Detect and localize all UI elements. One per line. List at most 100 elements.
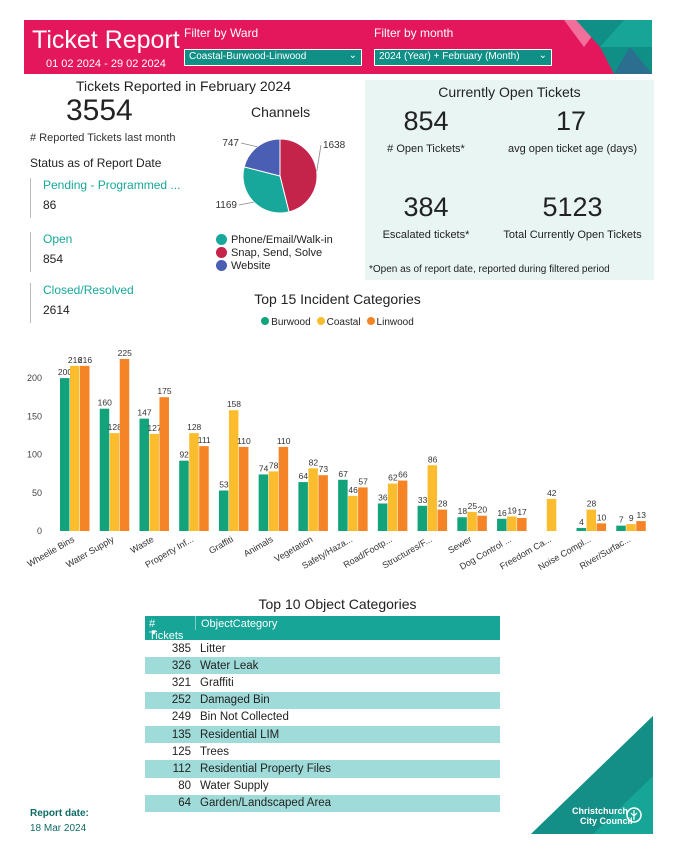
- bar-burwood: [60, 378, 70, 531]
- x-tick-label: Sewer: [446, 534, 473, 555]
- logo-line-2: City Council: [580, 816, 633, 826]
- bar-data-label: 128: [108, 422, 122, 432]
- bar-data-label: 18: [458, 506, 468, 516]
- bar-burwood: [338, 479, 348, 531]
- table-row: 252 Damaged Bin: [145, 691, 500, 709]
- channels-pie-chart: 1638 1169 747: [215, 138, 346, 214]
- bar-data-label: 7: [619, 515, 624, 525]
- object-category-cell: Trees: [200, 745, 229, 758]
- bar-coastal: [586, 509, 597, 531]
- summary-heading: Tickets Reported in February 2024: [76, 78, 292, 94]
- legend-label: Coastal: [326, 317, 361, 328]
- legend-item: Snap, Send, Solve: [216, 246, 333, 259]
- council-emblem-icon: [626, 807, 642, 823]
- channels-title: Channels: [251, 104, 311, 120]
- month-filter-value: 2024 (Year) + February (Month): [379, 51, 520, 62]
- legend-dot: [216, 247, 227, 258]
- bar-data-label: 110: [277, 436, 291, 446]
- bar-data-label: 19: [507, 505, 517, 515]
- bar-linwood: [80, 365, 90, 531]
- open-tickets-heading: Currently Open Tickets: [438, 84, 581, 100]
- legend-label: Phone/Email/Walk-in: [231, 233, 333, 246]
- col-header-tickets[interactable]: # Tickets ▼: [145, 616, 195, 642]
- ticket-count-cell: 321: [171, 676, 191, 689]
- legend-item: Linwood: [366, 317, 414, 328]
- bar-linwood: [358, 487, 368, 531]
- bar-data-label: 110: [237, 436, 251, 446]
- ward-filter-select[interactable]: Coastal-Burwood-Linwood ⌄: [184, 49, 362, 66]
- bar-coastal: [467, 511, 477, 531]
- object-category-cell: Residential Property Files: [200, 762, 332, 775]
- legend-dot: [316, 317, 325, 325]
- legend-item: Burwood: [261, 317, 311, 328]
- ticket-count-cell: 249: [171, 711, 191, 724]
- avg-age-value: 17: [555, 106, 587, 136]
- bar-data-label: 62: [388, 473, 398, 483]
- report-date-label: Report date:: [30, 808, 89, 819]
- col-header-category[interactable]: ObjectCategory: [195, 616, 277, 630]
- report-date-range: 01 02 2024 - 29 02 2024: [46, 58, 166, 70]
- report-title: Ticket Report: [32, 26, 180, 54]
- ticket-count-cell: 135: [171, 728, 191, 741]
- bar-linwood: [278, 446, 289, 531]
- bar-coastal: [228, 410, 239, 531]
- ticket-count-cell: 125: [171, 745, 191, 758]
- bar-data-label: 67: [338, 469, 348, 479]
- channels-legend: Phone/Email/Walk-in Snap, Send, Solve Webs…: [216, 233, 333, 272]
- table-row: 80 Water Supply: [145, 778, 500, 795]
- status-label: Pending - Programmed ...: [43, 178, 181, 192]
- pie-leader-line: [238, 201, 254, 206]
- month-filter-select[interactable]: 2024 (Year) + February (Month) ⌄: [374, 49, 552, 66]
- chevron-down-icon: ⌄: [348, 50, 357, 61]
- bar-linwood: [477, 515, 487, 531]
- reported-tickets-label: # Reported Tickets last month: [30, 132, 176, 144]
- bar-data-label: 128: [187, 422, 201, 432]
- bar-coastal: [70, 365, 80, 531]
- legend-dot: [216, 234, 227, 245]
- bar-data-label: 225: [118, 348, 132, 358]
- open-tickets-note: *Open as of report date, reported during…: [369, 264, 610, 275]
- bar-burwood: [99, 408, 110, 531]
- bar-data-label: 17: [517, 507, 527, 517]
- bar-linwood: [159, 397, 169, 531]
- bar-data-label: 92: [179, 450, 189, 460]
- escalated-label: Escalated tickets*: [382, 229, 470, 241]
- ticket-count-cell: 385: [171, 642, 191, 655]
- table-row: 125 Trees: [145, 743, 500, 760]
- table-row: 321 Graffiti: [145, 674, 500, 691]
- avg-age-label: avg open ticket age (days): [507, 143, 638, 155]
- bar-data-label: 36: [378, 492, 388, 502]
- table-header: # Tickets ▼ ObjectCategory: [145, 616, 500, 642]
- open-tickets-panel: Currently Open Tickets 854 # Open Ticket…: [365, 80, 654, 280]
- legend-item: Phone/Email/Walk-in: [216, 233, 333, 246]
- bar-data-label: 147: [137, 408, 151, 418]
- bar-coastal: [387, 483, 398, 531]
- bar-burwood: [417, 505, 428, 531]
- bar-data-label: 216: [68, 355, 82, 365]
- status-closed: Closed/Resolved 2614: [30, 283, 183, 323]
- bar-linwood: [636, 521, 646, 531]
- logo-line-1: Christchurch: [572, 806, 629, 816]
- bar-linwood: [119, 358, 130, 531]
- bar-data-label: 57: [358, 476, 368, 486]
- bar-coastal: [507, 516, 517, 531]
- open-tickets-label: # Open Tickets*: [387, 143, 465, 155]
- y-tick-label: 0: [37, 526, 42, 536]
- pie-value-label: 747: [222, 138, 239, 149]
- bar-coastal: [109, 433, 120, 531]
- table-row: 112 Residential Property Files: [145, 760, 500, 778]
- sort-desc-icon: ▼: [150, 628, 158, 637]
- bar-data-label: 64: [299, 471, 309, 481]
- bar-data-label: 28: [438, 499, 448, 509]
- bar-linwood: [397, 480, 408, 531]
- status-value: 854: [43, 252, 64, 266]
- council-logo: Christchurch City Council: [572, 806, 633, 826]
- status-heading: Status as of Report Date: [30, 156, 162, 170]
- bar-data-label: 13: [637, 510, 647, 520]
- legend-dot: [366, 317, 375, 325]
- bar-data-label: 42: [547, 488, 557, 498]
- header-decoration: [564, 20, 652, 74]
- bar-data-label: 175: [157, 386, 171, 396]
- pie-slice: [242, 166, 290, 214]
- bar-data-label: 82: [309, 457, 319, 467]
